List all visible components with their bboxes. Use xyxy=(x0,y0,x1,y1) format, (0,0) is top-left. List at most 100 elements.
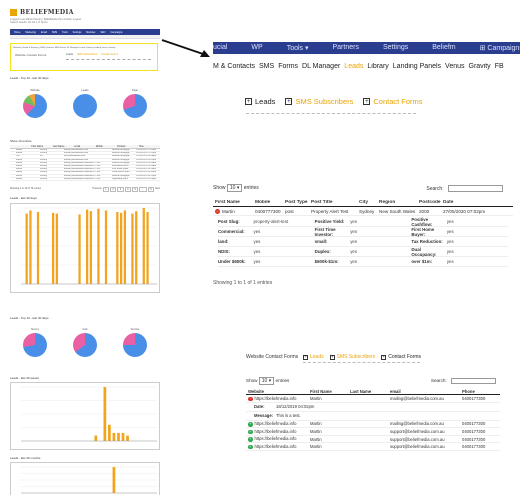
tab-sms-subscribers[interactable]: + SMS Subscribers xyxy=(329,354,375,360)
column-header[interactable]: Mobile xyxy=(255,199,271,205)
nav-item[interactable]: WP xyxy=(251,44,263,51)
lead-detail: Post Slug: property-alert-test Positive Yi… xyxy=(218,217,508,267)
column-header[interactable]: First Name xyxy=(215,199,240,205)
nav-item[interactable]: Settings xyxy=(382,44,409,51)
table-row[interactable]: − https://beliefmedia.info Martin mailing@b… xyxy=(246,395,500,403)
prev-link[interactable]: Previous xyxy=(92,187,102,190)
column-header[interactable]: Post Type xyxy=(285,199,308,205)
table-row[interactable]: Martin Khoury martin@beliefmedia.com 040017… xyxy=(10,171,160,175)
collapse-icon[interactable]: − xyxy=(215,208,220,214)
mini-nav-item[interactable]: Tools xyxy=(62,30,68,34)
table-cell: 2019/02/01 06:14pm xyxy=(136,177,157,180)
search-input[interactable] xyxy=(448,184,503,192)
table-row[interactable]: + https://beliefmedia.info Martin support@b… xyxy=(246,428,500,436)
page-link[interactable]: 5 xyxy=(132,187,139,192)
table-row[interactable]: Martin Khoury martin@beliefmedia.com 040017… xyxy=(10,168,160,172)
sub-nav-item[interactable]: DL Manager xyxy=(302,63,341,70)
column-header[interactable]: Website xyxy=(248,388,264,394)
sub-nav-item[interactable]: M & Contacts xyxy=(213,63,256,70)
collapse-icon[interactable]: − xyxy=(248,396,253,402)
table-row[interactable]: + https://beliefmedia.info Martin support@b… xyxy=(246,443,500,451)
tab-contact-forms[interactable]: + Contact Forms xyxy=(381,354,421,360)
table-row[interactable]: + https://beliefmedia.info Martin mailing@b… xyxy=(246,421,500,429)
column-header[interactable]: Last Name xyxy=(52,145,65,148)
detail-row: NDIS: yes Duplex: yes Dual Occupancy: yes xyxy=(218,247,508,257)
column-header[interactable]: Time xyxy=(138,145,144,148)
expand-icon[interactable]: + xyxy=(248,422,253,427)
table-cell: 2000 xyxy=(417,209,441,214)
tab-contact-forms[interactable]: + Contact Forms xyxy=(363,97,423,106)
sub-nav-item[interactable]: Library xyxy=(367,63,389,70)
table-row[interactable]: Martin Khoury martin@beliefmedia.com 040017… xyxy=(10,162,160,165)
page-link[interactable]: 1 xyxy=(102,187,109,192)
expand-icon[interactable]: + xyxy=(248,444,253,450)
table-row[interactable]: Martin Khoury martin@beliefmedia.com Remote… xyxy=(10,152,160,156)
table-cell: martin@beliefmedia.com xyxy=(64,158,88,161)
expand-icon[interactable]: + xyxy=(248,429,253,435)
sub-nav-item[interactable]: Venus xyxy=(445,63,465,70)
table-row[interactable]: Tim Kit tim@beliefmedia.com Remote mortgage… xyxy=(10,155,160,159)
search-input[interactable] xyxy=(451,378,496,384)
column-header[interactable]: First Name xyxy=(310,388,332,394)
page-link[interactable]: 2 xyxy=(109,187,117,192)
table-row[interactable]: Martin Khoury martin@beliefmedia.com Remote… xyxy=(10,149,160,153)
divider xyxy=(246,113,416,114)
column-header[interactable]: email xyxy=(74,145,80,148)
sub-nav-item[interactable]: Leads xyxy=(344,63,364,70)
sub-nav-item[interactable]: SMS xyxy=(259,63,275,70)
chart-title: Leads - last 30 months xyxy=(10,456,41,460)
table-row[interactable]: + https://beliefmedia.info Martin support@b… xyxy=(246,436,500,444)
nav-item[interactable]: Partners xyxy=(332,44,359,51)
page-link[interactable]: … xyxy=(139,187,147,192)
tab-sms-subscribers[interactable]: + SMS Subscribers xyxy=(285,97,353,106)
sub-nav-item[interactable]: Forms xyxy=(278,63,299,70)
mini-nav-item[interactable]: Settings xyxy=(72,30,82,34)
table-row[interactable]: Martin Khoury martin@beliefmedia.com 040017… xyxy=(10,175,160,178)
column-header[interactable]: Date xyxy=(443,199,454,205)
sub-nav-item[interactable]: Gravity xyxy=(468,63,491,70)
nav-item[interactable]: ucial xyxy=(213,44,228,51)
column-header[interactable]: Product xyxy=(117,145,126,148)
column-header[interactable]: email xyxy=(390,388,401,394)
table-cell: 0400177300 xyxy=(460,437,500,442)
column-header[interactable]: City xyxy=(359,199,369,205)
table-row[interactable]: Martin Khoury martin@beliefmedia.com Remote… xyxy=(10,159,160,162)
next-link[interactable]: Next xyxy=(155,187,160,190)
mini-nav-item[interactable]: Marketing xyxy=(25,30,36,34)
mini-tab-sms[interactable]: SMS Subscribers xyxy=(77,53,98,56)
mini-nav-item[interactable]: Email xyxy=(40,30,47,34)
page-link[interactable]: 8 xyxy=(147,187,155,192)
table-row[interactable]: Martin Khoury martin@beliefmedia.com 040017… xyxy=(10,165,160,169)
column-header[interactable]: Phone xyxy=(462,388,475,394)
nav-item[interactable]: ⊞ Campaigns xyxy=(479,45,520,52)
tab-leads[interactable]: + Leads xyxy=(303,354,324,360)
column-header[interactable]: Post Title xyxy=(311,199,333,205)
table-row[interactable]: − Martin 0400777300 post Property Alert Test… xyxy=(213,207,513,216)
sub-nav-item[interactable]: FB xyxy=(494,63,504,70)
cell-text: mailing@beliefmedia.com.au xyxy=(390,395,444,401)
mini-nav-item[interactable]: Home xyxy=(14,30,21,34)
mini-tab-leads[interactable]: Leads xyxy=(66,53,74,56)
nav-item[interactable]: Beliefm xyxy=(432,44,456,51)
logo-text: BELIEFMEDIA xyxy=(20,8,74,16)
column-header[interactable]: Mobile xyxy=(95,145,103,148)
sub-nav-item[interactable]: Landing Panels xyxy=(392,63,442,70)
mini-nav-item[interactable]: SMS xyxy=(51,30,58,34)
expand-icon[interactable]: + xyxy=(248,437,253,442)
mini-forms-title: Website Contact Forms xyxy=(15,53,47,57)
mini-nav-item[interactable]: Modules xyxy=(86,30,96,34)
column-header[interactable]: First Name xyxy=(31,145,44,148)
mini-tab-contact[interactable]: Contact Forms xyxy=(101,53,119,56)
table-row[interactable]: Martin Khoury martin@beliefmedia.com 040017… xyxy=(10,178,160,181)
page-link[interactable]: 4 xyxy=(124,187,131,192)
column-header[interactable]: Region xyxy=(379,199,396,205)
column-header[interactable]: Last Name xyxy=(350,388,372,394)
column-header[interactable]: Postcode xyxy=(419,199,441,205)
mini-nav-item[interactable]: Campaigns xyxy=(110,30,123,34)
mini-nav-item[interactable]: SEO xyxy=(100,30,106,34)
nav-item[interactable]: Tools ▾ xyxy=(286,45,309,52)
tab-leads[interactable]: + Leads xyxy=(245,97,275,106)
entries-select[interactable]: 10 ▾ xyxy=(258,377,275,385)
entries-select[interactable]: 10 ▾ xyxy=(226,184,243,192)
page-link[interactable]: 3 xyxy=(117,187,124,192)
